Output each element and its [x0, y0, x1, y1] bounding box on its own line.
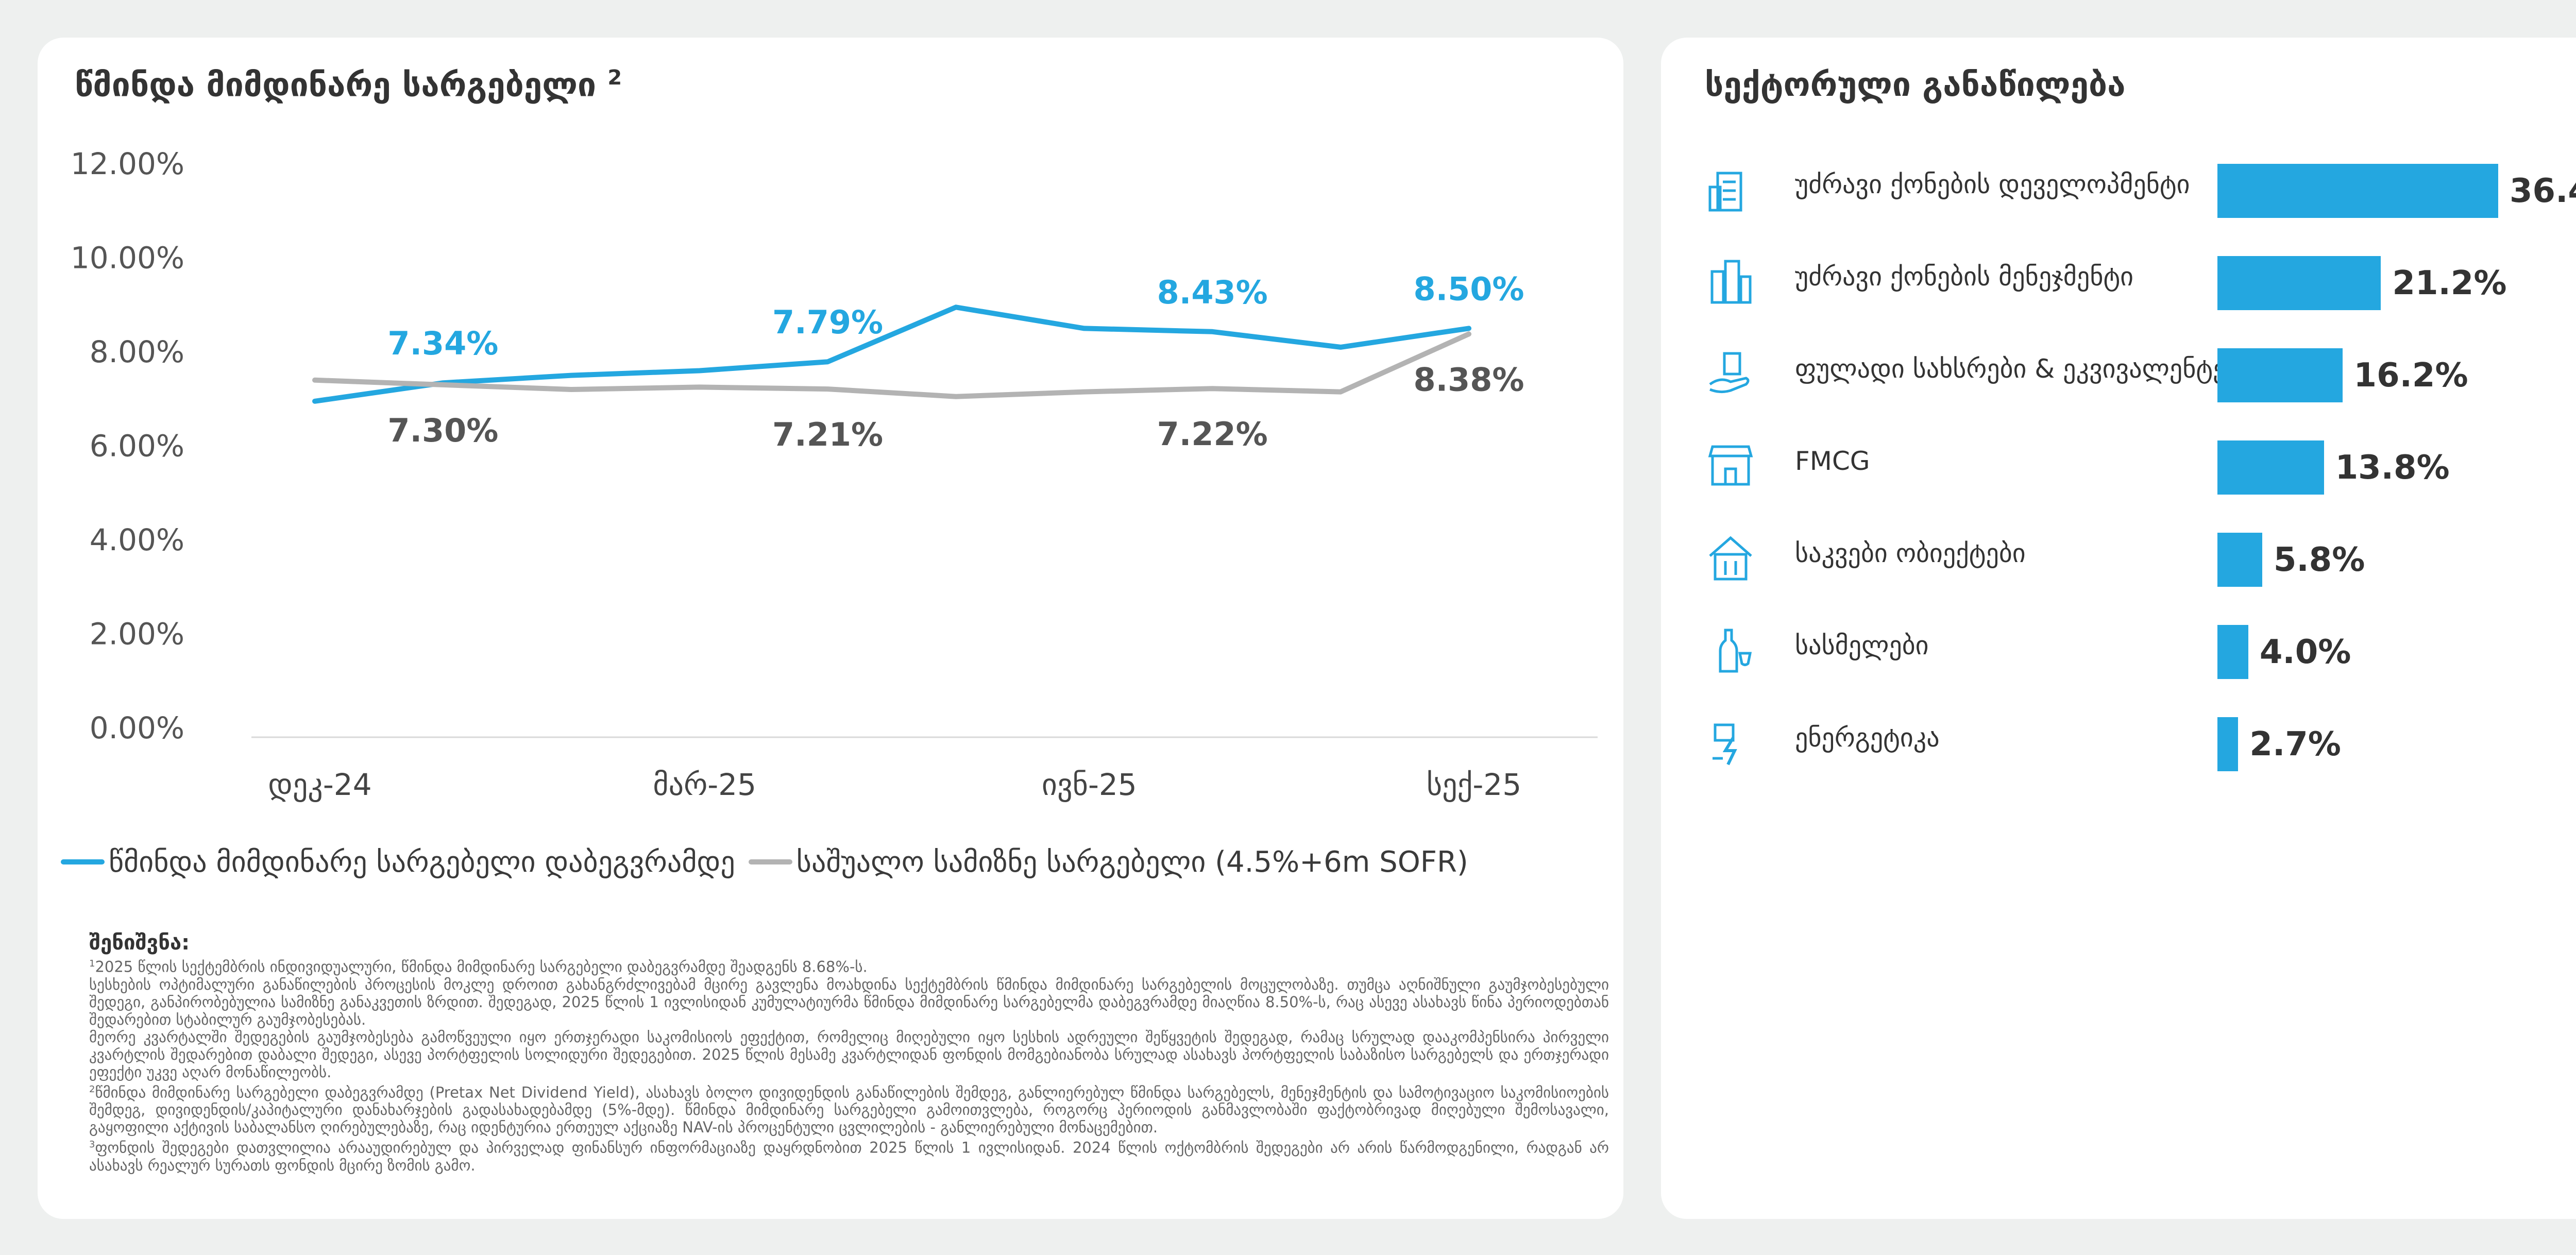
sector-value: 2.7%: [2249, 725, 2341, 764]
data-label: 7.21%: [772, 416, 883, 453]
y-tick-label: 10.00%: [71, 241, 184, 276]
x-tick-label: ივნ-25: [1042, 767, 1137, 802]
sector-label: ენერგეტიკა: [1795, 723, 1940, 753]
footnote-1-continued-a: სესხების ოპტიმალური განაწილების პროცესის…: [89, 975, 1609, 1028]
y-tick-label: 12.00%: [71, 146, 184, 181]
y-tick-label: 6.00%: [90, 429, 184, 464]
sector-row: სასმელები 4.0%: [1661, 607, 2576, 684]
y-tick-label: 0.00%: [90, 710, 184, 745]
sector-bar: [2217, 625, 2248, 679]
net-yield-line: [312, 304, 1471, 404]
sector-row: უძრავი ქონების მენეჯმენტი 21.2%: [1661, 238, 2576, 315]
sector-label: უძრავი ქონების მენეჯმენტი: [1795, 262, 2134, 292]
sector-row: ფულადი სახსრები & ეკვივალენტები 16.2%: [1661, 330, 2576, 408]
footnote-2: 2წმინდა მიმდინარე სარგებელი დაბეგვრამდე …: [89, 1083, 1609, 1137]
footnote-1: 12025 წლის სექტემბრის ინდივიდუალური, წმი…: [89, 958, 868, 976]
energy-icon: [1713, 723, 1737, 766]
sector-row: ენერგეტიკა 2.7%: [1661, 699, 2576, 776]
line-chart: 0.00% 2.00% 4.00% 6.00% 8.00% 10.00% 12.00% დეკ…: [71, 146, 1598, 802]
sector-card-title: სექტორული განაწილება: [1705, 66, 2126, 104]
sector-value: 21.2%: [2392, 264, 2507, 302]
bottle-glass-icon: [1719, 629, 1752, 673]
sector-value: 13.8%: [2335, 448, 2450, 487]
legend-item-net-yield[interactable]: წმინდა მიმდინარე სარგებელი დაბეგვრამდე: [61, 845, 735, 879]
sector-bar: [2217, 717, 2239, 771]
city-buildings-icon: [1710, 260, 1752, 304]
legend-swatch-target-yield: [748, 859, 792, 864]
sector-label: უძრავი ქონების დეველოპმენტი: [1795, 169, 2190, 199]
data-label: 7.79%: [772, 303, 883, 341]
sector-row: საკვები ობიექტები 5.8%: [1661, 515, 2576, 592]
sector-bar: [2217, 348, 2343, 402]
food-house-icon: [1709, 536, 1752, 581]
legend-swatch-net-yield: [61, 859, 105, 864]
footnote-3: 3ფონდის შედეგები დათვლილია არააუდირებულ …: [89, 1139, 1609, 1174]
yield-card: წმინდა მიმდინარე სარგებელი 2 0.00% 2.00% 4…: [38, 38, 1623, 1219]
data-label: 7.34%: [387, 325, 498, 362]
sector-value: 16.2%: [2353, 356, 2468, 395]
sector-label: FMCG: [1795, 446, 1870, 476]
building-development-icon: [1708, 172, 1742, 212]
y-tick-label: 8.00%: [90, 334, 184, 369]
sector-bar: [2217, 256, 2381, 310]
sector-row: უძრავი ქონების დეველოპმენტი 36.4%: [1661, 146, 2576, 223]
data-label: 7.30%: [387, 412, 498, 449]
sector-label: სასმელები: [1795, 631, 1929, 660]
x-tick-label: მარ-25: [653, 767, 756, 802]
data-label: 8.38%: [1413, 361, 1524, 398]
store-icon: [1708, 445, 1753, 486]
footnotes: შენიშვნა: 12025 წლის სექტემბრის ინდივიდუ…: [89, 930, 1609, 1174]
target-yield-line: [312, 331, 1471, 399]
sector-value: 5.8%: [2273, 540, 2365, 579]
data-label: 8.50%: [1413, 270, 1524, 308]
sector-row: FMCG 13.8%: [1661, 422, 2576, 500]
sector-bar: [2217, 440, 2324, 495]
legend-label-net-yield: წმინდა მიმდინარე სარგებელი დაბეგვრამდე: [109, 845, 735, 879]
data-label: 8.43%: [1157, 274, 1268, 311]
legend-label-target-yield: საშუალო სამიზნე სარგებელი (4.5%+6m SOFR): [796, 845, 1468, 879]
footnotes-heading: შენიშვნა:: [89, 931, 190, 955]
sector-card: სექტორული განაწილება უძრავი ქონების დევე…: [1661, 38, 2576, 1219]
sector-bar: [2217, 533, 2262, 587]
x-tick-label: დეკ-24: [268, 767, 371, 802]
legend-item-target-yield[interactable]: საშუალო სამიზნე სარგებელი (4.5%+6m SOFR): [748, 845, 1468, 879]
sector-value: 36.4%: [2510, 172, 2576, 210]
chart-legend: წმინდა მიმდინარე სარგებელი დაბეგვრამდე ს…: [61, 839, 1482, 885]
y-tick-label: 4.00%: [90, 522, 184, 557]
y-tick-label: 2.00%: [90, 617, 184, 652]
data-label: 7.22%: [1157, 415, 1268, 453]
sector-label: საკვები ობიექტები: [1795, 538, 2026, 568]
sector-label: ფულადი სახსრები & ეკვივალენტები: [1795, 354, 2253, 384]
yield-card-title: წმინდა მიმდინარე სარგებელი 2: [75, 66, 622, 105]
footnote-1-continued-b: მეორე კვარტალში შედეგების გაუმჯობესება გ…: [89, 1028, 1609, 1081]
x-tick-label: სექ-25: [1427, 767, 1521, 802]
sector-value: 4.0%: [2259, 633, 2351, 671]
sector-bar: [2217, 164, 2498, 218]
cash-hand-icon: [1709, 352, 1750, 394]
